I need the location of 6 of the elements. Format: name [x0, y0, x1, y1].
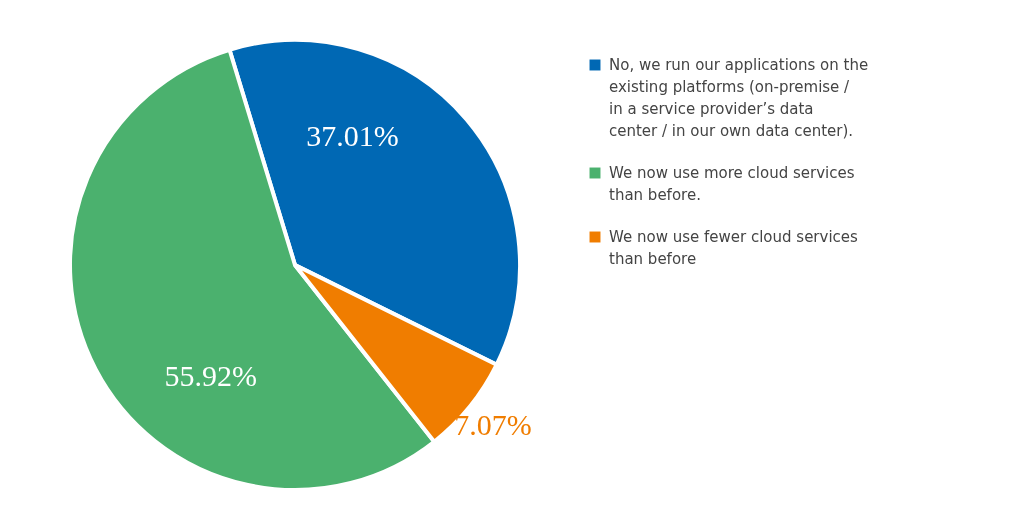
legend-label: No, we run our applications on the existing platforms (on-premise / in a service provider’s data center / in our own data center).	[609, 56, 869, 140]
data-label: 7.07%	[454, 407, 532, 441]
data-label: 37.01%	[306, 119, 399, 153]
data-label: 55.92%	[164, 358, 258, 392]
legend-label: We now use more cloud services than before.	[609, 164, 855, 204]
legend-label: We now use fewer cloud services than before	[609, 228, 859, 268]
